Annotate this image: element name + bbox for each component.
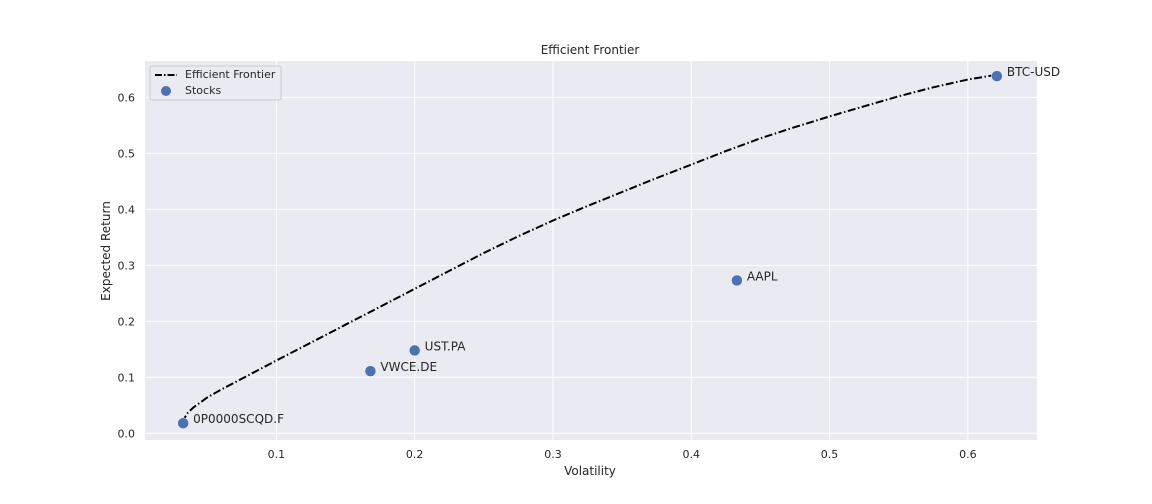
y-tick-label: 0.4 — [118, 203, 136, 216]
legend-label-stocks: Stocks — [185, 84, 221, 97]
x-axis-label: Volatility — [564, 464, 616, 478]
y-tick-label: 0.6 — [118, 91, 136, 104]
legend-stocks-swatch — [161, 86, 171, 96]
x-tick-label: 0.1 — [268, 448, 286, 461]
stock-point-label: BTC-USD — [1007, 65, 1060, 79]
stock-point-label: UST.PA — [425, 339, 467, 353]
stock-point — [731, 274, 743, 287]
points-layer: 0P0000SCQD.F VWCE.DE UST.PA AAPL BTC-USD — [177, 65, 1060, 429]
y-tick-label: 0.2 — [118, 315, 136, 328]
frontier-line — [182, 74, 996, 424]
stock-point — [364, 365, 377, 377]
stock-point-label: AAPL — [747, 269, 778, 283]
grid-lines — [145, 61, 1037, 440]
x-tick-label: 0.6 — [959, 448, 977, 461]
stock-point — [177, 417, 189, 429]
chart-title: Efficient Frontier — [541, 43, 640, 57]
frontier-layer — [182, 74, 996, 424]
legend: Efficient Frontier Stocks — [149, 65, 282, 101]
y-tick-labels: 0.0 0.1 0.2 0.3 0.4 0.5 0.6 — [118, 91, 136, 440]
x-tick-labels: 0.1 0.2 0.3 0.4 0.5 0.6 — [268, 448, 977, 461]
y-axis-label: Expected Return — [99, 201, 113, 301]
x-tick-label: 0.3 — [544, 448, 562, 461]
y-tick-label: 0.3 — [118, 259, 136, 272]
stock-point — [408, 344, 421, 357]
stock-point-label: VWCE.DE — [380, 360, 437, 374]
x-tick-label: 0.2 — [406, 448, 424, 461]
stock-point — [991, 70, 1003, 82]
y-tick-label: 0.0 — [118, 427, 136, 440]
x-tick-label: 0.4 — [683, 448, 701, 461]
legend-label-frontier: Efficient Frontier — [185, 68, 276, 81]
y-tick-label: 0.1 — [118, 371, 136, 384]
legend-box — [149, 65, 282, 101]
x-tick-label: 0.5 — [821, 448, 839, 461]
y-tick-label: 0.5 — [118, 147, 136, 160]
stock-point-label: 0P0000SCQD.F — [193, 412, 284, 426]
plot-area — [145, 61, 1037, 440]
